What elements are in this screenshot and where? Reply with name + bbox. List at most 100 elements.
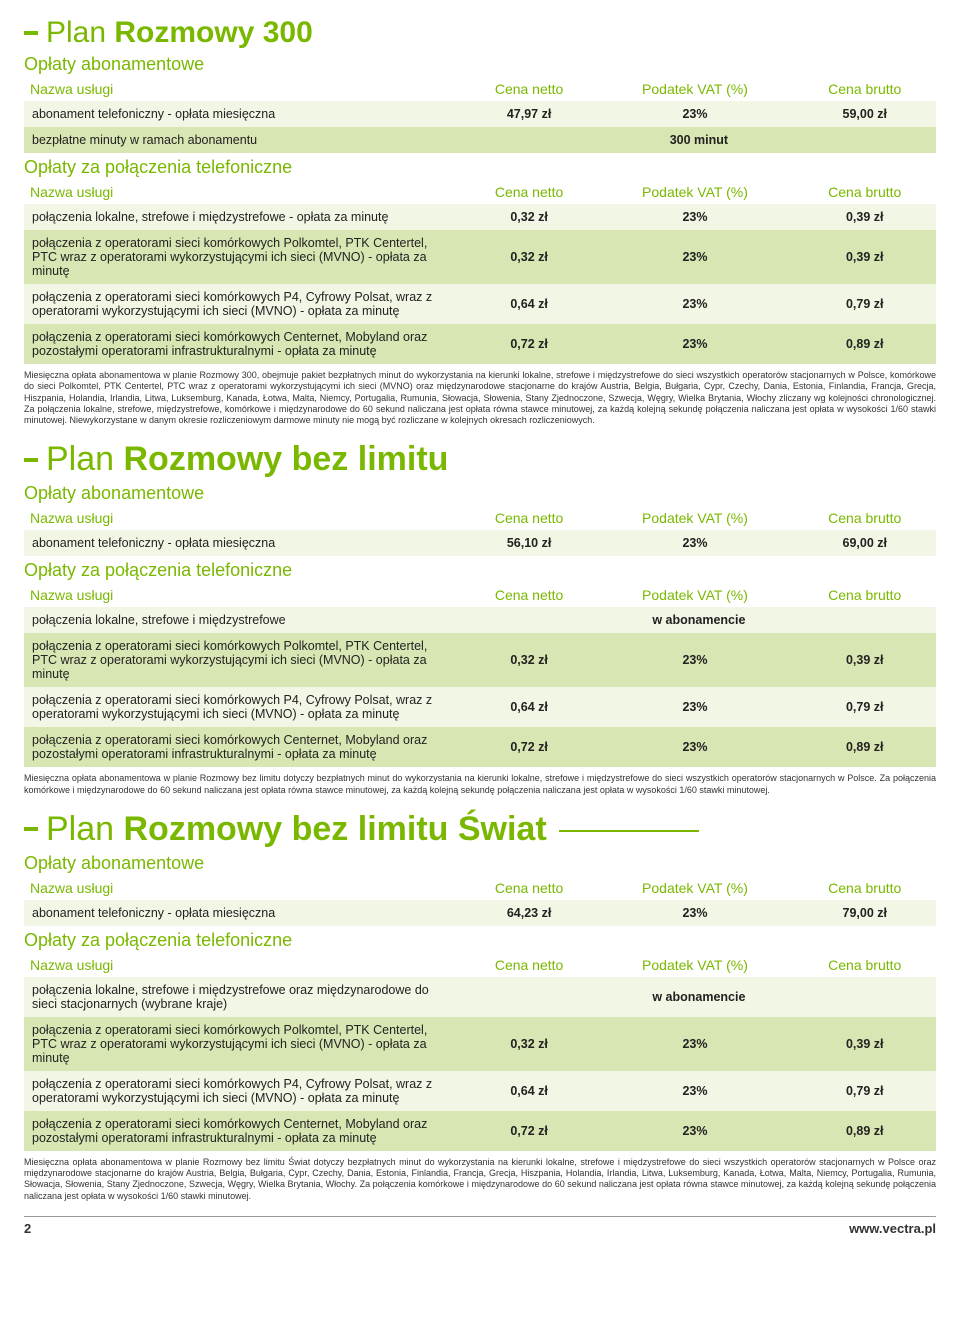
table-row: połączenia lokalne, strefowe i międzystr… [24, 977, 936, 1017]
row-gross: 59,00 zł [794, 101, 937, 127]
table-row: połączenia z operatorami sieci komórkowy… [24, 1111, 936, 1151]
row-net: 0,32 zł [462, 1017, 597, 1071]
row-gross: 0,39 zł [794, 230, 937, 284]
row-desc: połączenia lokalne, strefowe i międzystr… [24, 204, 462, 230]
plan2-title-bold: Rozmowy bez limitu [124, 440, 449, 478]
row-vat: 23% [596, 1017, 793, 1071]
row-desc: połączenia z operatorami sieci komórkowy… [24, 324, 462, 364]
row-desc: bezpłatne minuty w ramach abonamentu [24, 127, 462, 153]
col-vat: Podatek VAT (%) [596, 506, 793, 530]
col-gross: Cena brutto [794, 953, 937, 977]
row-net: 64,23 zł [462, 900, 597, 926]
row-gross: 0,39 zł [794, 204, 937, 230]
plan2-calls-heading: Opłaty za połączenia telefoniczne [24, 560, 936, 581]
row-in-subscription: w abonamencie [462, 607, 936, 633]
page-footer: 2 www.vectra.pl [24, 1216, 936, 1236]
row-desc: połączenia z operatorami sieci komórkowy… [24, 1071, 462, 1111]
plan1-fees-body: abonament telefoniczny - opłata miesięcz… [24, 101, 936, 153]
plan3-title: Plan Rozmowy bez limitu Świat [24, 810, 936, 849]
plan3-title-bold: Rozmowy bez limitu Świat [124, 810, 547, 848]
row-gross: 79,00 zł [794, 900, 937, 926]
col-vat: Podatek VAT (%) [596, 77, 793, 101]
plan1-note: Miesięczna opłata abonamentowa w planie … [24, 370, 936, 426]
table-row: połączenia lokalne, strefowe i międzystr… [24, 204, 936, 230]
row-desc: połączenia z operatorami sieci komórkowy… [24, 727, 462, 767]
row-gross: 0,89 zł [794, 1111, 937, 1151]
table-row: połączenia z operatorami sieci komórkowy… [24, 727, 936, 767]
row-net: 56,10 zł [462, 530, 597, 556]
plan3-calls-body: połączenia lokalne, strefowe i międzystr… [24, 977, 936, 1151]
table-row: połączenia z operatorami sieci komórkowy… [24, 687, 936, 727]
row-vat: 23% [596, 530, 793, 556]
row-vat: 23% [596, 687, 793, 727]
plan2-fees-heading: Opłaty abonamentowe [24, 483, 936, 504]
col-net: Cena netto [462, 77, 597, 101]
row-desc: abonament telefoniczny - opłata miesięcz… [24, 900, 462, 926]
col-vat: Podatek VAT (%) [596, 583, 793, 607]
row-vat: 23% [596, 900, 793, 926]
plan2-note: Miesięczna opłata abonamentowa w planie … [24, 773, 936, 796]
row-gross: 0,79 zł [794, 284, 937, 324]
row-gross: 0,79 zł [794, 687, 937, 727]
page-number: 2 [24, 1221, 31, 1236]
row-desc: połączenia z operatorami sieci komórkowy… [24, 284, 462, 324]
row-net: 0,72 zł [462, 727, 597, 767]
row-desc: połączenia z operatorami sieci komórkowy… [24, 230, 462, 284]
row-net: 47,97 zł [462, 101, 597, 127]
plan2-title: Plan Rozmowy bez limitu [24, 440, 936, 479]
row-gross: 0,89 zł [794, 727, 937, 767]
row-vat: 23% [596, 324, 793, 364]
row-net: 0,32 zł [462, 230, 597, 284]
row-desc: abonament telefoniczny - opłata miesięcz… [24, 530, 462, 556]
plan3-fees-table: Nazwa usługi Cena netto Podatek VAT (%) … [24, 876, 936, 926]
row-net: 0,64 zł [462, 687, 597, 727]
table-row: połączenia z operatorami sieci komórkowy… [24, 1071, 936, 1111]
col-vat: Podatek VAT (%) [596, 876, 793, 900]
col-name: Nazwa usługi [24, 953, 462, 977]
row-gross: 0,39 zł [794, 633, 937, 687]
row-vat: 23% [596, 284, 793, 324]
row-in-subscription: w abonamencie [462, 977, 936, 1017]
plan3-note: Miesięczna opłata abonamentowa w planie … [24, 1157, 936, 1202]
row-desc: połączenia z operatorami sieci komórkowy… [24, 633, 462, 687]
row-vat: 23% [596, 727, 793, 767]
plan3-calls-heading: Opłaty za połączenia telefoniczne [24, 930, 936, 951]
row-gross: 0,79 zł [794, 1071, 937, 1111]
row-vat: 23% [596, 204, 793, 230]
col-net: Cena netto [462, 583, 597, 607]
col-net: Cena netto [462, 953, 597, 977]
col-name: Nazwa usługi [24, 506, 462, 530]
col-net: Cena netto [462, 876, 597, 900]
table-row: abonament telefoniczny - opłata miesięcz… [24, 900, 936, 926]
row-vat: 23% [596, 101, 793, 127]
row-gross: 69,00 zł [794, 530, 937, 556]
plan2-fees-table: Nazwa usługi Cena netto Podatek VAT (%) … [24, 506, 936, 556]
plan1-calls-heading: Opłaty za połączenia telefoniczne [24, 157, 936, 178]
col-name: Nazwa usługi [24, 180, 462, 204]
row-desc: połączenia lokalne, strefowe i międzystr… [24, 977, 462, 1017]
plan3-title-plain: Plan [46, 810, 124, 848]
table-row: połączenia z operatorami sieci komórkowy… [24, 633, 936, 687]
plan2-fees-body: abonament telefoniczny - opłata miesięcz… [24, 530, 936, 556]
col-name: Nazwa usługi [24, 583, 462, 607]
table-row: bezpłatne minuty w ramach abonamentu300 … [24, 127, 936, 153]
plan2-calls-table: Nazwa usługi Cena netto Podatek VAT (%) … [24, 583, 936, 767]
row-desc: połączenia z operatorami sieci komórkowy… [24, 1111, 462, 1151]
row-span-value: 300 minut [462, 127, 936, 153]
col-net: Cena netto [462, 506, 597, 530]
table-row: abonament telefoniczny - opłata miesięcz… [24, 530, 936, 556]
row-desc: połączenia lokalne, strefowe i międzystr… [24, 607, 462, 633]
row-gross: 0,89 zł [794, 324, 937, 364]
plan3-calls-table: Nazwa usługi Cena netto Podatek VAT (%) … [24, 953, 936, 1151]
col-net: Cena netto [462, 180, 597, 204]
row-net: 0,64 zł [462, 284, 597, 324]
plan1-calls-body: połączenia lokalne, strefowe i międzystr… [24, 204, 936, 364]
table-row: połączenia lokalne, strefowe i międzystr… [24, 607, 936, 633]
row-net: 0,72 zł [462, 324, 597, 364]
table-row: połączenia z operatorami sieci komórkowy… [24, 230, 936, 284]
row-net: 0,32 zł [462, 204, 597, 230]
plan1-calls-table: Nazwa usługi Cena netto Podatek VAT (%) … [24, 180, 936, 364]
plan3-fees-body: abonament telefoniczny - opłata miesięcz… [24, 900, 936, 926]
col-gross: Cena brutto [794, 77, 937, 101]
row-net: 0,64 zł [462, 1071, 597, 1111]
